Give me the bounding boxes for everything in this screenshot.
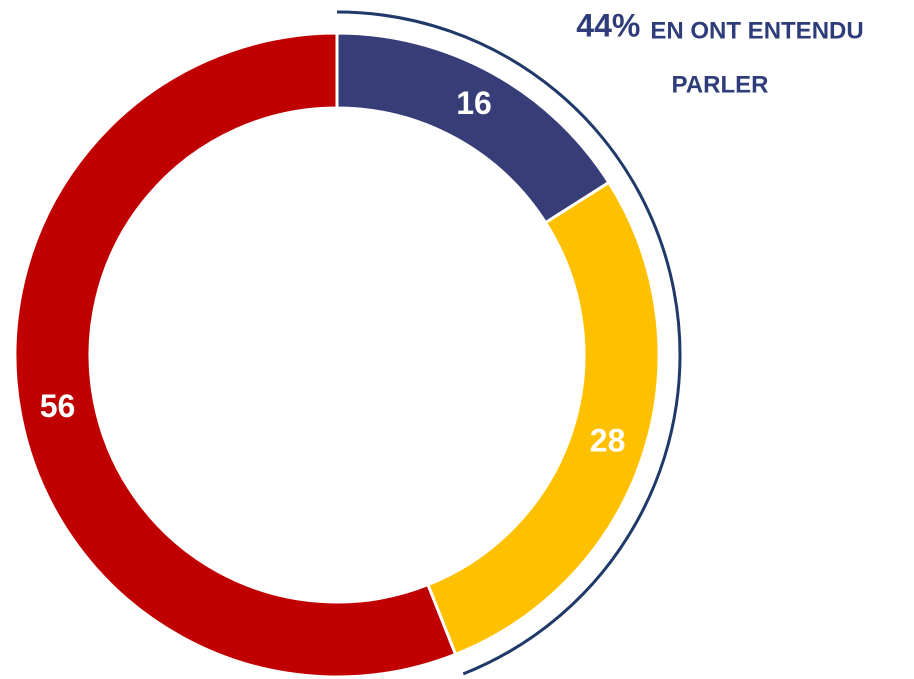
donut-segment — [425, 180, 661, 657]
donut-segment — [13, 31, 458, 679]
donut-segment — [335, 31, 611, 225]
data-label: 56 — [40, 388, 76, 424]
data-label: 28 — [590, 422, 626, 458]
annotation-line: EN ONT ENTENDU — [650, 17, 863, 44]
data-label: 16 — [456, 85, 492, 121]
annotation-line: PARLER — [672, 71, 769, 98]
annotation-bracket — [336, 10, 682, 676]
annotation-value: 44% — [576, 7, 640, 43]
